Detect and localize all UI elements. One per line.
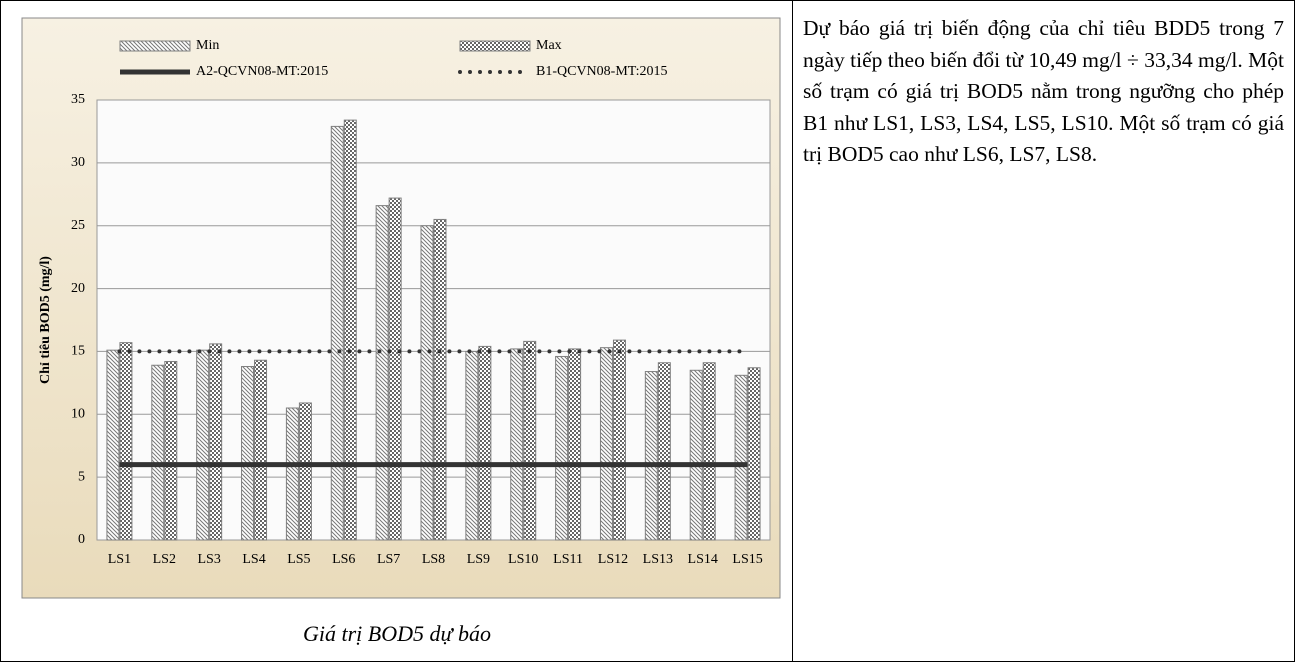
legend-swatch bbox=[459, 40, 531, 52]
bar bbox=[209, 343, 223, 541]
y-tick-label: 30 bbox=[71, 155, 85, 170]
legend-label: A2-QCVN08-MT:2015 bbox=[196, 64, 328, 79]
text-cell: Dự báo giá trị biến động của chỉ tiêu BD… bbox=[792, 0, 1295, 662]
bar bbox=[644, 371, 658, 541]
paragraph: Dự báo giá trị biến động của chỉ tiêu BD… bbox=[803, 16, 1284, 166]
y-tick-label: 5 bbox=[78, 469, 85, 484]
bar bbox=[330, 125, 344, 541]
bar bbox=[702, 362, 716, 541]
bar bbox=[657, 362, 671, 541]
x-tick-label: LS1 bbox=[108, 552, 131, 567]
x-tick-label: LS6 bbox=[332, 552, 355, 567]
legend-label: Min bbox=[196, 38, 219, 53]
bar bbox=[478, 345, 492, 541]
bar bbox=[388, 197, 402, 541]
bar bbox=[106, 349, 120, 541]
bar bbox=[119, 342, 133, 541]
bar bbox=[734, 374, 748, 541]
legend-label: B1-QCVN08-MT:2015 bbox=[536, 64, 668, 79]
bar bbox=[599, 347, 613, 541]
bar bbox=[375, 205, 389, 541]
bar bbox=[254, 359, 268, 541]
x-tick-label: LS9 bbox=[467, 552, 490, 567]
bar bbox=[298, 402, 312, 541]
x-tick-label: LS5 bbox=[287, 552, 310, 567]
x-tick-label: LS11 bbox=[553, 552, 583, 567]
bar bbox=[689, 369, 703, 541]
bar bbox=[555, 355, 569, 541]
bar bbox=[510, 348, 524, 541]
bar bbox=[164, 360, 178, 541]
y-tick-label: 10 bbox=[71, 407, 85, 422]
legend-swatch bbox=[119, 40, 191, 52]
bar bbox=[747, 367, 761, 541]
y-tick-label: 35 bbox=[71, 92, 85, 107]
x-tick-label: LS2 bbox=[153, 552, 176, 567]
y-tick-label: 20 bbox=[71, 281, 85, 296]
chart: 0 5 10 15 20 25 30 35 Chỉ tiêu BOD5 (mg/l) LS1 LS2… bbox=[21, 17, 781, 599]
legend-label: Max bbox=[536, 38, 562, 53]
x-tick-label: LS12 bbox=[598, 552, 628, 567]
x-tick-label: LS8 bbox=[422, 552, 445, 567]
bar bbox=[151, 364, 165, 541]
bar bbox=[433, 218, 447, 541]
y-tick-label: 0 bbox=[78, 532, 85, 547]
x-tick-label: LS13 bbox=[643, 552, 673, 567]
caption: Giá trị BOD5 dự báo bbox=[303, 621, 491, 646]
y-axis-label: Chỉ tiêu BOD5 (mg/l) bbox=[38, 256, 53, 384]
x-tick-label: LS3 bbox=[197, 552, 220, 567]
bar bbox=[196, 349, 210, 541]
chart-cell: Giá trị BOD5 dự báo bbox=[0, 0, 792, 662]
bar bbox=[420, 225, 434, 541]
y-tick-label: 15 bbox=[71, 344, 85, 359]
x-tick-label: LS14 bbox=[688, 552, 718, 567]
bar bbox=[285, 407, 299, 541]
bar bbox=[241, 366, 255, 541]
bar bbox=[343, 119, 357, 541]
bar bbox=[523, 340, 537, 541]
bar bbox=[568, 348, 582, 541]
x-tick-label: LS7 bbox=[377, 552, 400, 567]
bar bbox=[465, 350, 479, 541]
x-tick-label: LS15 bbox=[732, 552, 762, 567]
x-tick-label: LS4 bbox=[242, 552, 265, 567]
x-tick-label: LS10 bbox=[508, 552, 538, 567]
bar bbox=[612, 339, 626, 541]
y-tick-label: 25 bbox=[71, 218, 85, 233]
